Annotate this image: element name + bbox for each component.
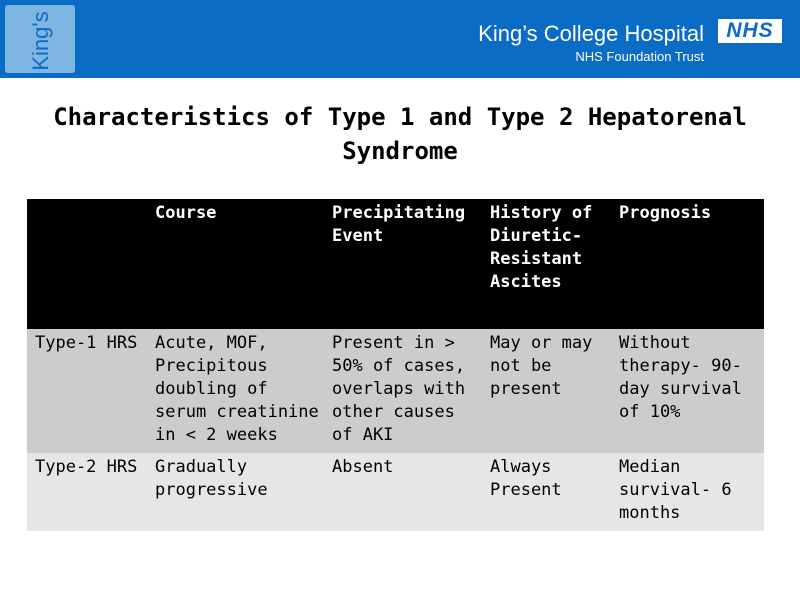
trust-name: NHS Foundation Trust	[575, 49, 704, 64]
header-cell-course: Course	[155, 203, 217, 223]
cell-course: Gradually progressive	[155, 457, 268, 500]
cell-course: Acute, MOF, Precipitous doubling of seru…	[155, 333, 319, 445]
hrs-table: Course Precipitating Event History of Di…	[27, 199, 764, 531]
cell-event: Present in > 50% of cases, overlaps with…	[332, 333, 466, 445]
header-banner: King's King’s College Hospital NHS Found…	[0, 0, 800, 78]
table-row: Type-1 HRS Acute, MOF, Precipitous doubl…	[27, 329, 764, 453]
nhs-logo: NHS	[718, 19, 782, 43]
cell-prognosis: Without therapy- 90-day survival of 10%	[619, 333, 742, 422]
cell-prognosis: Median survival- 6 months	[619, 457, 732, 523]
slide-title-line1: Characteristics of Type 1 and Type 2 Hep…	[53, 103, 747, 131]
header-cell-prognosis: Prognosis	[619, 203, 712, 223]
header-cell-event: Precipitating Event	[332, 203, 466, 246]
header-cell-history: History of Diuretic-Resistant Ascites	[490, 203, 593, 292]
cell-event: Absent	[332, 457, 394, 477]
cell-type: Type-1 HRS	[35, 333, 138, 353]
kings-logo-text: King's	[28, 11, 53, 71]
cell-type: Type-2 HRS	[35, 457, 138, 477]
hospital-name: King’s College Hospital	[478, 21, 704, 46]
cell-history: Always Present	[490, 457, 562, 500]
slide-title-line2: Syndrome	[342, 137, 458, 165]
cell-history: May or may not be present	[490, 333, 593, 399]
header-cell-type	[27, 199, 147, 329]
table-header-row: Course Precipitating Event History of Di…	[27, 199, 764, 329]
slide-title: Characteristics of Type 1 and Type 2 Hep…	[0, 100, 800, 168]
table-row: Type-2 HRS Gradually progressive Absent …	[27, 453, 764, 531]
kings-logo: King's	[5, 5, 75, 73]
